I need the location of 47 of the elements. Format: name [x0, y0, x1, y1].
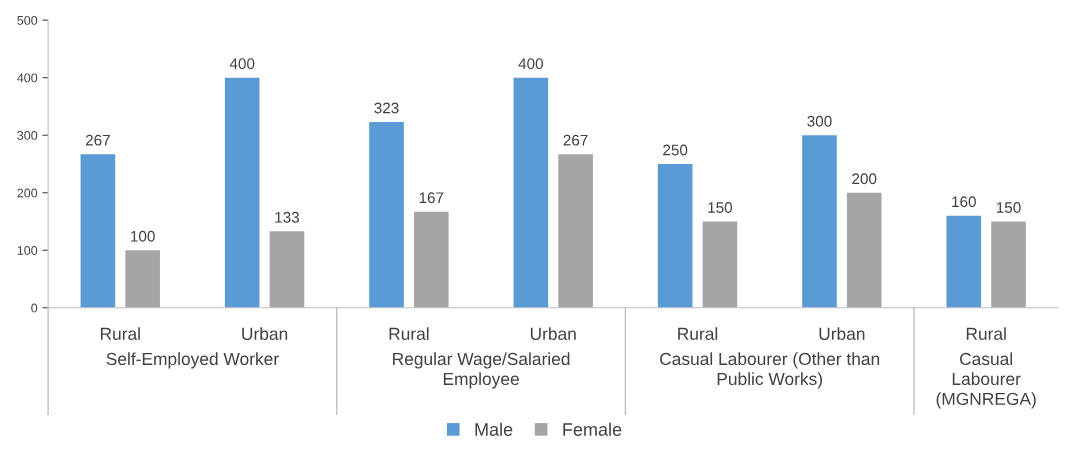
x-tick-label: Urban: [530, 327, 576, 340]
bar: [80, 154, 116, 308]
bar: [802, 135, 837, 308]
y-tick-label: 0: [31, 303, 38, 313]
legend-label: Female: [563, 422, 622, 436]
bar: [702, 221, 738, 308]
legend-label: Male: [475, 422, 513, 436]
text: Self-Employed Worker: [106, 352, 279, 369]
bar: [269, 231, 305, 308]
bar: [846, 192, 882, 308]
text: Regular Wage/Salaried Employee: [393, 352, 570, 389]
y-tick-label: 100: [17, 246, 38, 255]
bar: [413, 211, 449, 308]
bar: [513, 77, 549, 308]
x-tick-label: Rural: [100, 327, 140, 340]
data-label: 150: [996, 202, 1021, 213]
bar: [224, 77, 260, 308]
data-label: 167: [419, 192, 444, 204]
data-label: 200: [852, 173, 877, 185]
data-label: 133: [275, 211, 300, 223]
bar: [125, 250, 160, 308]
x-tick-label: Rural: [966, 327, 1006, 340]
data-label: 323: [374, 102, 399, 114]
bar: [369, 121, 404, 308]
y-tick-label: 300: [17, 131, 38, 140]
x-tick-label: Urban: [242, 327, 288, 340]
data-label: 267: [85, 134, 110, 146]
x-tick-label: Urban: [819, 327, 865, 340]
bar: [991, 221, 1026, 308]
data-label: 300: [807, 115, 832, 127]
data-label: 160: [952, 196, 976, 208]
text: Casual Labourer (Other than Public Works): [660, 352, 880, 389]
y-tick-label: 200: [17, 188, 38, 198]
y-tick-label: 500: [17, 15, 38, 25]
bar: [657, 163, 693, 308]
text: Casual Labourer (MGNREGA): [936, 352, 1036, 409]
data-label: 267: [563, 134, 588, 146]
x-tick-label: Rural: [389, 327, 429, 340]
bar: [946, 215, 982, 308]
data-label: 250: [663, 144, 688, 156]
x-tick-label: Rural: [678, 327, 718, 340]
data-label: 150: [708, 202, 733, 213]
data-label: 400: [518, 58, 543, 70]
data-label: 400: [229, 58, 255, 70]
bar: [558, 154, 593, 308]
y-tick-label: 400: [17, 73, 38, 83]
data-label: 100: [131, 230, 155, 242]
